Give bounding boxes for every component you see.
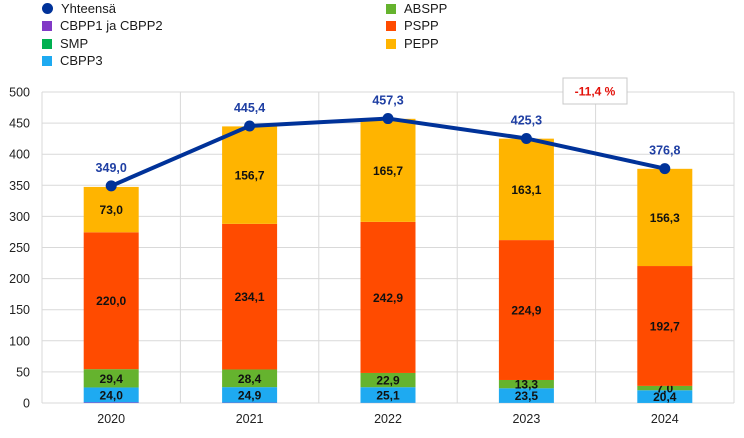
bar-value-label: 24,0 xyxy=(100,388,124,402)
bar-segment xyxy=(83,232,139,370)
bar-segment xyxy=(83,387,139,403)
bar-segment xyxy=(360,387,416,403)
bar-segment xyxy=(83,402,139,403)
legend-label-pepp: PEPP xyxy=(404,36,439,51)
legend-item-yhteensa: Yhteensä xyxy=(42,1,116,16)
legend-swatch-pepp xyxy=(386,38,396,49)
legend-label-yhteensa: Yhteensä xyxy=(61,1,116,16)
y-tick-label: 400 xyxy=(9,148,30,162)
total-point xyxy=(382,113,394,125)
legend-swatch-smp xyxy=(42,38,52,49)
bar-value-label: 192,7 xyxy=(650,319,680,333)
bar-segment xyxy=(498,240,554,380)
y-tick-label: 450 xyxy=(9,117,30,131)
total-point xyxy=(520,132,532,144)
legend-item-smp: SMP xyxy=(42,36,88,51)
y-tick-label: 250 xyxy=(9,241,30,255)
legend-label-abspp: ABSPP xyxy=(404,1,448,16)
legend-item-pepp: PEPP xyxy=(386,36,439,51)
legend-label-pspp: PSPP xyxy=(404,18,439,33)
change-callout-text: -11,4 % xyxy=(575,85,616,99)
total-value-label: 457,3 xyxy=(372,94,403,108)
bar-value-label: 25,1 xyxy=(376,389,400,403)
x-tick-label: 2023 xyxy=(512,412,540,426)
chart-legend: Yhteensä CBPP1 ja CBPP2 SMP CBPP3 ABSPP … xyxy=(0,0,744,70)
bar-segment xyxy=(637,266,693,386)
y-tick-label: 500 xyxy=(9,86,30,100)
bar-segment xyxy=(222,369,278,388)
bar-segment xyxy=(637,385,693,391)
y-tick-label: 200 xyxy=(9,272,30,286)
total-value-label: 445,4 xyxy=(234,101,265,115)
legend-swatch-pspp xyxy=(386,20,396,31)
bar-segment xyxy=(83,186,139,233)
legend-item-abspp: ABSPP xyxy=(386,1,447,16)
x-tick-label: 2020 xyxy=(97,412,125,426)
bar-segment xyxy=(637,390,693,403)
legend-swatch-abspp xyxy=(386,3,396,14)
bar-segment xyxy=(498,138,554,241)
bar-value-label: 28,4 xyxy=(238,372,262,386)
legend-item-pspp: PSPP xyxy=(386,18,439,33)
bar-value-label: 156,3 xyxy=(650,211,680,225)
bar-segment xyxy=(222,126,278,224)
y-tick-label: 150 xyxy=(9,303,30,317)
total-value-label: 425,3 xyxy=(511,113,542,127)
legend-swatch-cbpp3 xyxy=(42,55,52,66)
legend-item-cbpp1-cbpp2: CBPP1 ja CBPP2 xyxy=(42,18,163,33)
y-tick-label: 50 xyxy=(16,365,30,379)
legend-item-cbpp3: CBPP3 xyxy=(42,53,103,68)
total-value-label: 349,0 xyxy=(96,161,127,175)
bar-value-label: 73,0 xyxy=(100,203,124,217)
x-tick-label: 2022 xyxy=(374,412,402,426)
bar-segment xyxy=(360,372,416,388)
y-tick-label: 100 xyxy=(9,334,30,348)
x-tick-label: 2024 xyxy=(651,412,679,426)
bar-value-label: 242,9 xyxy=(373,291,403,305)
legend-label-smp: SMP xyxy=(60,36,89,51)
bar-value-label: 20,4 xyxy=(653,390,677,404)
total-point xyxy=(244,120,256,132)
total-value-label: 376,8 xyxy=(649,144,680,158)
y-tick-label: 350 xyxy=(9,179,30,193)
bar-value-label: 24,9 xyxy=(238,388,262,402)
bar-value-label: 29,4 xyxy=(100,372,124,386)
bar-segment xyxy=(360,118,416,222)
bar-segment xyxy=(360,221,416,373)
legend-swatch-yhteensa xyxy=(42,3,53,14)
bar-segment xyxy=(637,168,693,267)
bar-value-label: 156,7 xyxy=(235,169,265,183)
y-tick-label: 300 xyxy=(9,210,30,224)
x-tick-label: 2021 xyxy=(236,412,264,426)
bar-value-label: 224,9 xyxy=(511,304,541,318)
bar-segment xyxy=(83,369,139,388)
y-tick-label: 0 xyxy=(23,397,30,411)
bar-segment xyxy=(498,388,554,403)
bar-segment xyxy=(222,387,278,403)
bar-segment xyxy=(498,379,554,389)
change-callout-box xyxy=(562,77,628,105)
total-point xyxy=(659,163,671,175)
bar-value-label: 163,1 xyxy=(511,183,541,197)
bar-segment xyxy=(222,223,278,370)
bar-value-label: 22,9 xyxy=(376,374,400,388)
bar-value-label: 220,0 xyxy=(96,294,126,308)
bar-value-label: 23,5 xyxy=(515,389,539,403)
total-point xyxy=(105,180,117,192)
legend-swatch-cbpp1-cbpp2 xyxy=(42,20,52,31)
bar-value-label: 13,3 xyxy=(515,378,539,392)
legend-label-cbpp3: CBPP3 xyxy=(60,53,103,68)
bar-value-label: 165,7 xyxy=(373,164,403,178)
legend-label-cbpp1-cbpp2: CBPP1 ja CBPP2 xyxy=(60,18,163,33)
bar-value-label: 234,1 xyxy=(235,290,265,304)
